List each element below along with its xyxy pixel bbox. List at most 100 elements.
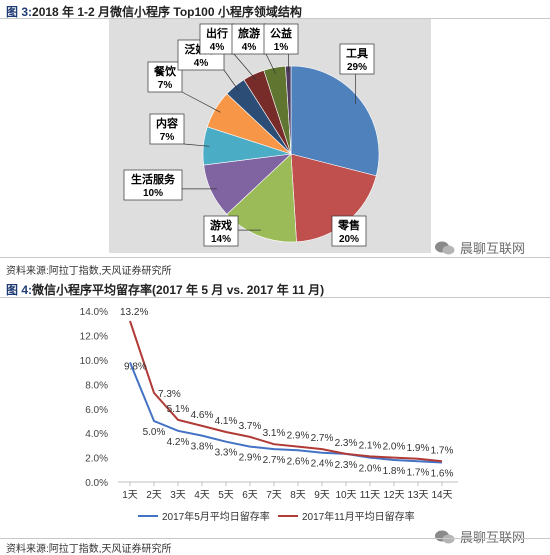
fig4-title: 图 4:微信小程序平均留存率(2017 年 5 月 vs. 2017 年 11 … xyxy=(6,281,324,298)
pie-label-box xyxy=(203,215,239,247)
x-tick-label: 4天 xyxy=(194,490,210,501)
fig3-bottom-rule xyxy=(0,257,550,258)
pie-label-box xyxy=(231,23,267,55)
watermark-top: 晨聊互联网 xyxy=(434,238,525,257)
pie-slice-percent: 4% xyxy=(210,42,225,53)
data-label-nov: 3.1% xyxy=(263,428,286,439)
data-label-may: 2.7% xyxy=(263,455,286,466)
pie-slice-percent: 7% xyxy=(160,132,175,143)
data-label-nov: 2.1% xyxy=(359,440,382,451)
fig4-source: 资料来源:阿拉丁指数,天风证券研究所 xyxy=(6,544,172,555)
pie-slice-percent: 4% xyxy=(242,42,257,53)
data-label-may: 2.6% xyxy=(287,456,310,467)
y-tick-label: 8.0% xyxy=(85,380,108,391)
wechat-logo-icon xyxy=(434,240,456,256)
pie-slice-percent: 1% xyxy=(274,42,289,53)
x-tick-label: 7天 xyxy=(266,490,282,501)
pie-slice-label: 出行 xyxy=(206,26,228,40)
watermark-bottom: 晨聊互联网 xyxy=(434,527,525,546)
x-tick-label: 5天 xyxy=(218,490,234,501)
data-label-nov: 5.1% xyxy=(167,404,190,415)
x-tick-label: 12天 xyxy=(383,490,404,501)
data-label-may: 2.0% xyxy=(359,464,382,475)
watermark-top-text: 晨聊互联网 xyxy=(460,241,526,256)
fig4-title-prefix: 图 4: xyxy=(6,283,33,297)
x-tick-label: 6天 xyxy=(242,490,258,501)
pie-label-box xyxy=(339,43,375,75)
data-label-nov: 2.3% xyxy=(335,438,358,449)
data-label-may: 2.4% xyxy=(311,459,334,470)
pie-slice-label: 生活服务 xyxy=(131,172,176,186)
pie-slice-percent: 20% xyxy=(339,234,359,245)
pie-label-box xyxy=(331,215,367,247)
pie-slice-label: 游戏 xyxy=(210,218,232,232)
pie-slice-label: 工具 xyxy=(346,47,368,60)
fig4-title-text: 微信小程序平均留存率(2017 年 5 月 vs. 2017 年 11 月) xyxy=(32,283,325,297)
pie-slice-percent: 4% xyxy=(194,58,209,69)
data-label-nov: 2.0% xyxy=(383,442,406,453)
y-tick-label: 10.0% xyxy=(80,356,108,367)
data-label-nov: 1.7% xyxy=(431,445,454,456)
y-tick-label: 0.0% xyxy=(85,478,108,489)
data-label-nov: 7.3% xyxy=(158,389,181,400)
data-label-may: 1.6% xyxy=(431,468,454,479)
series-line xyxy=(129,362,443,464)
data-label-may: 2.3% xyxy=(335,460,358,471)
y-tick-label: 4.0% xyxy=(85,429,108,440)
pie-leader-line xyxy=(183,143,210,147)
pie-slice-label: 内容 xyxy=(156,116,178,130)
y-tick-label: 6.0% xyxy=(85,405,108,416)
x-tick-label: 3天 xyxy=(170,490,186,501)
legend-label: 2017年5月平均日留存率 xyxy=(162,510,270,523)
data-label-may: 1.7% xyxy=(407,467,430,478)
pie-chart-area: 工具29%零售20%游戏14%生活服务10%内容7%餐饮7%泛娱乐4%出行4%旅… xyxy=(109,19,431,253)
x-tick-label: 9天 xyxy=(314,490,330,501)
fig3-top-rule xyxy=(0,18,550,19)
pie-slice xyxy=(290,65,380,177)
data-label-may: 3.3% xyxy=(215,448,238,459)
pie-slice-label: 公益 xyxy=(270,26,292,40)
x-tick-label: 2天 xyxy=(146,490,162,501)
pie-label-box xyxy=(147,61,183,93)
fig3-title-text: 2018 年 1-2 月微信小程序 Top100 小程序领域结构 xyxy=(32,5,302,19)
line-chart: 0.0% 2.0% 4.0% 6.0% 8.0% 10.0% 12.0% 14.0% 1天 2天 3… xyxy=(80,307,458,523)
pie-leader-line xyxy=(233,53,257,81)
pie-leader-line xyxy=(223,69,240,92)
pie-label-box xyxy=(149,113,185,145)
pie-label-box xyxy=(123,169,183,201)
fig3-title-prefix: 图 3: xyxy=(6,5,33,19)
legend-label: 2017年11月平均日留存率 xyxy=(302,510,415,523)
data-label-nov: 2.7% xyxy=(311,433,334,444)
pie-slice-label: 旅游 xyxy=(238,26,260,40)
data-label-may: 2.9% xyxy=(239,453,262,464)
data-label-may: 4.2% xyxy=(167,437,190,448)
x-tick-label: 8天 xyxy=(290,490,306,501)
data-label-may: 5.0% xyxy=(143,427,166,438)
pie-chart: 工具29%零售20%游戏14%生活服务10%内容7%餐饮7%泛娱乐4%出行4%旅… xyxy=(123,23,380,247)
series-line xyxy=(129,320,443,463)
pie-label-box xyxy=(199,23,235,55)
fig4-top-rule xyxy=(0,297,550,298)
x-tick-label: 13天 xyxy=(407,490,428,501)
pie-label-box xyxy=(263,23,299,55)
x-tick-label: 1天 xyxy=(122,490,138,501)
pie-slice-percent: 29% xyxy=(347,62,367,73)
y-tick-label: 14.0% xyxy=(80,307,108,318)
data-label-nov: 1.9% xyxy=(407,443,430,454)
fig3-source: 资料来源:阿拉丁指数,天风证券研究所 xyxy=(6,266,172,277)
data-label-may: 1.8% xyxy=(383,466,406,477)
pie-slice-label: 零售 xyxy=(337,218,360,232)
pie-slice-percent: 7% xyxy=(158,80,173,91)
x-tick-label: 10天 xyxy=(335,490,356,501)
x-tick-label: 11天 xyxy=(360,490,380,501)
data-label-nov: 4.1% xyxy=(215,416,238,427)
data-label-may: 9.8% xyxy=(124,361,147,372)
data-label-nov: 13.2% xyxy=(120,307,148,318)
fig4-bottom-rule xyxy=(0,538,550,539)
data-label-nov: 4.6% xyxy=(191,410,214,421)
pie-leader-line xyxy=(265,53,276,74)
pie-slice-label: 餐饮 xyxy=(153,64,177,78)
pie-slice-percent: 14% xyxy=(211,234,231,245)
pie-slice-percent: 10% xyxy=(143,188,163,199)
wechat-logo-icon xyxy=(434,529,456,545)
